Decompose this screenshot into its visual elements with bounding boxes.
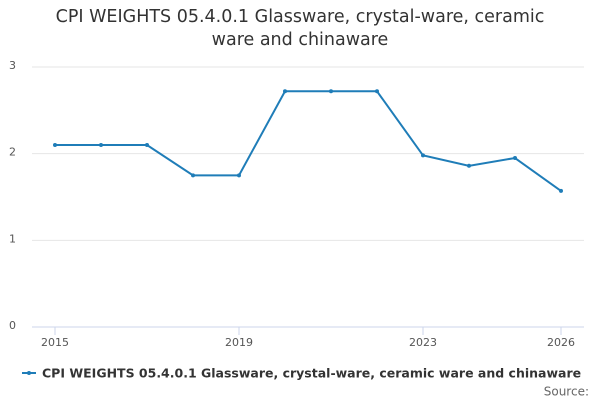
point (375, 89, 379, 94)
point (53, 143, 57, 147)
legend-symbol-dot (27, 371, 31, 375)
x-tick-label: 2019 (225, 336, 253, 349)
y-tick-label: 1 (9, 232, 16, 245)
y-tick-label: 2 (9, 146, 16, 159)
point (99, 143, 103, 147)
point (145, 143, 149, 147)
y-tick-label: 0 (9, 319, 16, 332)
line (55, 90, 562, 192)
point (237, 173, 241, 178)
source: Source: (544, 385, 589, 399)
legend-label: CPI WEIGHTS 05.4.0.1 Glassware, crystal-… (42, 366, 581, 381)
x-tick-label: 2023 (409, 336, 437, 349)
point (559, 188, 563, 193)
y-tick-label: 3 (9, 59, 16, 72)
x-tick-label: 2026 (547, 336, 575, 349)
point (513, 156, 517, 160)
point (191, 173, 195, 178)
point (421, 153, 425, 158)
chart-title: CPI WEIGHTS 05.4.0.1 Glassware, crystal-… (55, 7, 545, 50)
point (329, 89, 333, 94)
point (283, 89, 287, 94)
x-tick-label: 2015 (41, 336, 69, 349)
point (467, 163, 471, 168)
